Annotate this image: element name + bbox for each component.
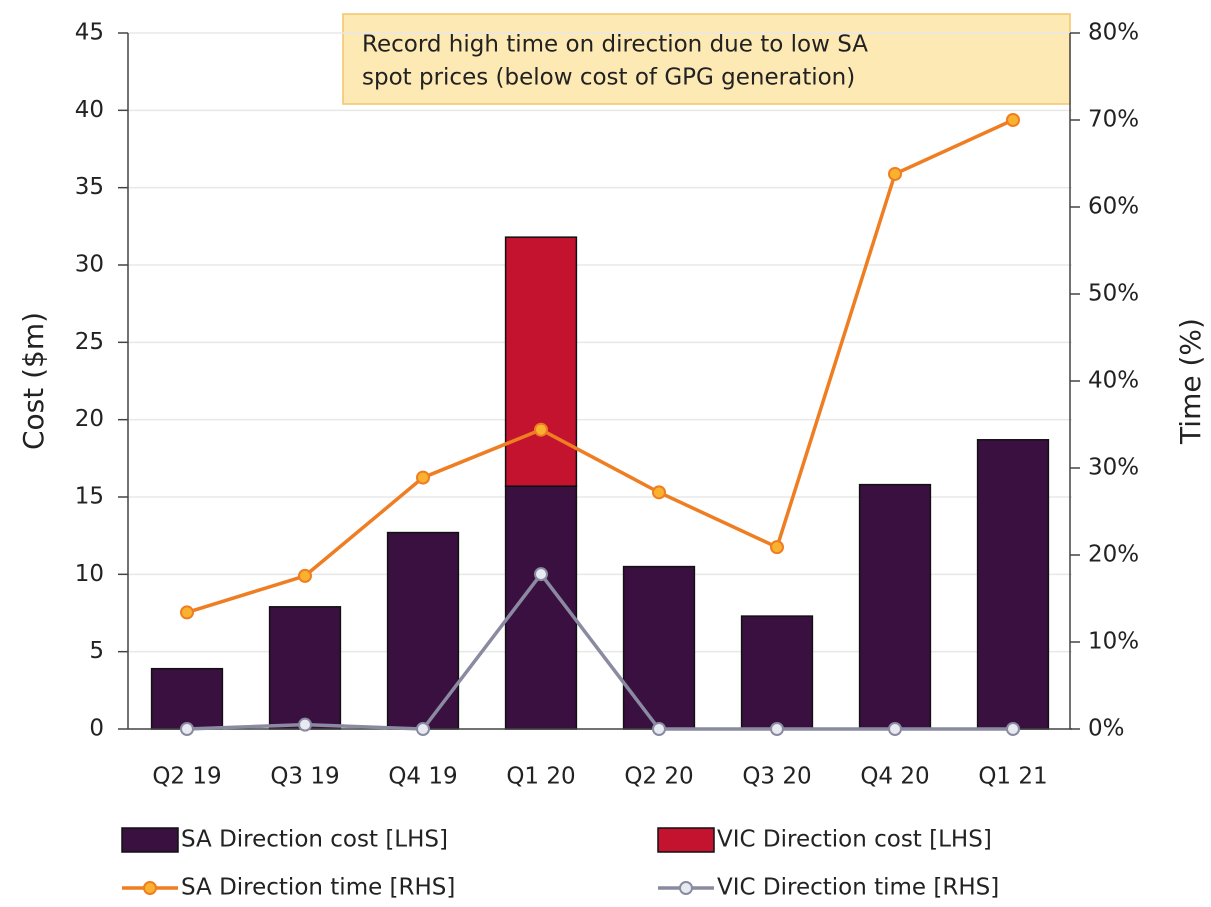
line bbox=[186, 118, 1014, 615]
line bbox=[186, 571, 1013, 731]
y2-tick-label: 80% bbox=[1088, 20, 1139, 46]
y-tick-label: 45 bbox=[75, 20, 104, 46]
y2-tick-label: 70% bbox=[1088, 107, 1139, 133]
line-marker bbox=[888, 166, 902, 181]
y2-axis-label: Time (%) bbox=[1174, 318, 1207, 445]
y2-tick-label: 20% bbox=[1088, 542, 1139, 568]
legend-marker bbox=[143, 881, 157, 895]
line-marker bbox=[770, 722, 784, 736]
line-marker bbox=[770, 540, 784, 555]
bar bbox=[622, 565, 696, 730]
y-tick-label: 25 bbox=[75, 329, 104, 355]
x-tick-label: Q4 19 bbox=[388, 764, 457, 790]
y2-tick-label: 40% bbox=[1088, 368, 1139, 394]
y-tick-label: 0 bbox=[89, 716, 104, 742]
y-tick-label: 30 bbox=[75, 252, 104, 278]
x-tick-label: Q4 20 bbox=[860, 764, 929, 790]
legend-swatch bbox=[657, 827, 715, 853]
y-tick-label: 40 bbox=[75, 97, 104, 123]
x-tick-label: Q2 20 bbox=[624, 764, 693, 790]
legend-label: SA Direction time [RHS] bbox=[181, 875, 455, 901]
bar bbox=[976, 439, 1050, 730]
bar bbox=[268, 606, 342, 730]
line-marker bbox=[888, 722, 902, 736]
y-tick-label: 10 bbox=[75, 561, 104, 587]
line-marker bbox=[416, 722, 430, 736]
line-marker bbox=[298, 568, 312, 583]
legend-label: VIC Direction cost [LHS] bbox=[717, 827, 992, 853]
x-tick-label: Q1 20 bbox=[506, 764, 575, 790]
y2-tick-label: 60% bbox=[1088, 194, 1139, 220]
bar bbox=[386, 531, 460, 730]
x-tick-label: Q1 21 bbox=[978, 764, 1047, 790]
y2-tick-label: 30% bbox=[1088, 455, 1139, 481]
bar bbox=[740, 615, 814, 730]
y2-tick-label: 0% bbox=[1088, 716, 1125, 742]
legend-label: VIC Direction time [RHS] bbox=[717, 875, 999, 901]
bar bbox=[504, 236, 578, 487]
line-marker bbox=[180, 722, 194, 736]
y-tick-label: 20 bbox=[75, 406, 104, 432]
annotation-line: Record high time on direction due to low… bbox=[362, 32, 868, 58]
y-tick-label: 15 bbox=[75, 484, 104, 510]
legend-swatch bbox=[121, 827, 179, 853]
bar bbox=[150, 667, 224, 730]
x-tick-label: Q3 20 bbox=[742, 764, 811, 790]
line-marker bbox=[1006, 113, 1020, 127]
y2-tick-label: 10% bbox=[1088, 629, 1139, 655]
y-tick-label: 5 bbox=[89, 638, 104, 664]
legend-marker bbox=[679, 881, 693, 895]
line-marker bbox=[1006, 722, 1020, 736]
annotation-line: spot prices (below cost of GPG generatio… bbox=[362, 65, 855, 91]
line-marker bbox=[534, 422, 548, 437]
x-tick-label: Q2 19 bbox=[152, 764, 221, 790]
y-tick-label: 35 bbox=[75, 174, 104, 200]
x-tick-label: Q3 19 bbox=[270, 764, 339, 790]
y2-tick-label: 50% bbox=[1088, 281, 1139, 307]
annotation-box bbox=[342, 13, 1071, 105]
line-marker bbox=[416, 470, 430, 485]
line-marker bbox=[298, 717, 312, 732]
line-marker bbox=[652, 722, 666, 736]
bar bbox=[858, 483, 932, 730]
y-axis-label: Cost ($m) bbox=[17, 312, 50, 450]
line-marker bbox=[534, 567, 548, 582]
line-marker bbox=[652, 485, 666, 500]
legend-label: SA Direction cost [LHS] bbox=[181, 827, 448, 853]
line-marker bbox=[180, 605, 194, 620]
